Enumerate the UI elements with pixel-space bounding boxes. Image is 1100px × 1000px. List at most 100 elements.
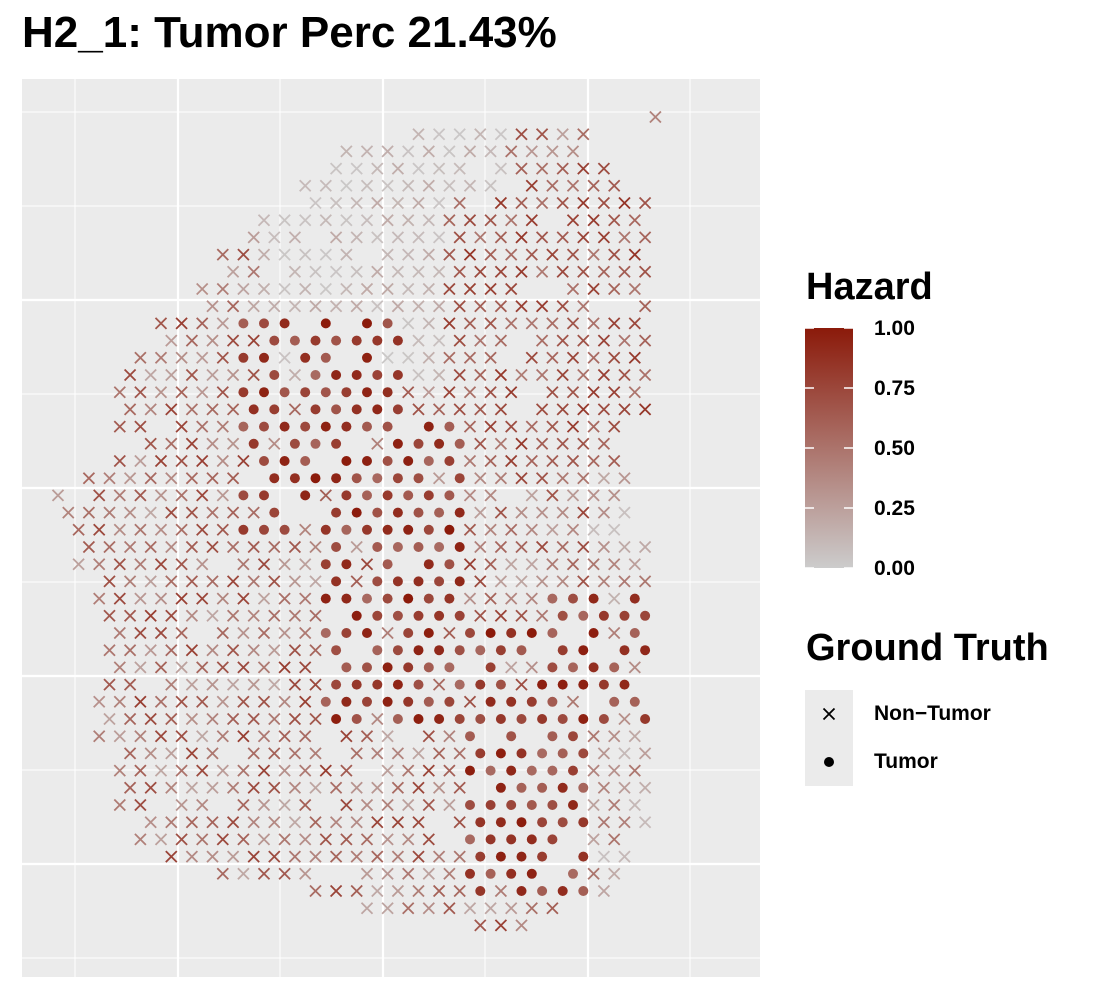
- non-tumor-point: [350, 196, 363, 210]
- non-tumor-point: [618, 231, 631, 244]
- non-tumor-point: [226, 609, 240, 622]
- tumor-point: [537, 748, 548, 759]
- tumor-point: [413, 679, 424, 690]
- tumor-point: [392, 645, 403, 656]
- non-tumor-point: [515, 540, 528, 554]
- non-tumor-point: [494, 609, 508, 622]
- tumor-point: [485, 662, 496, 673]
- non-tumor-point: [463, 558, 477, 571]
- tumor-point: [526, 765, 537, 776]
- non-tumor-point: [206, 506, 219, 519]
- non-tumor-point: [608, 214, 621, 227]
- tumor-point: [506, 696, 517, 707]
- non-tumor-point: [144, 368, 157, 382]
- non-tumor-point: [196, 798, 209, 812]
- non-tumor-point: [422, 317, 435, 330]
- tumor-point: [403, 593, 414, 604]
- non-tumor-point: [165, 816, 178, 829]
- tumor-point: [475, 886, 486, 896]
- non-tumor-point: [525, 214, 538, 227]
- tumor-point: [444, 524, 455, 535]
- non-tumor-point: [597, 850, 611, 863]
- non-tumor-point: [587, 833, 600, 846]
- non-tumor-point: [515, 678, 528, 691]
- non-tumor-point: [381, 626, 394, 640]
- non-tumor-point: [103, 712, 116, 726]
- non-tumor-point: [175, 833, 188, 846]
- non-tumor-point: [165, 609, 178, 622]
- non-tumor-point: [134, 523, 147, 536]
- non-tumor-point: [525, 523, 538, 536]
- non-tumor-point: [175, 764, 188, 777]
- non-tumor-point: [144, 747, 157, 760]
- non-tumor-point: [319, 248, 332, 261]
- non-tumor-point: [237, 695, 250, 708]
- non-tumor-point: [278, 558, 291, 571]
- non-tumor-point: [216, 626, 229, 640]
- non-tumor-point: [257, 282, 271, 296]
- non-tumor-point: [608, 351, 621, 364]
- non-tumor-point: [402, 145, 415, 158]
- tumor-point: [423, 456, 434, 466]
- non-tumor-point: [278, 214, 291, 227]
- non-tumor-point: [154, 558, 168, 571]
- non-tumor-point: [515, 300, 528, 313]
- non-tumor-point: [82, 540, 96, 554]
- non-tumor-point: [608, 523, 621, 536]
- tumor-point: [516, 851, 527, 862]
- non-tumor-point: [144, 609, 157, 622]
- non-tumor-point: [443, 351, 456, 364]
- non-tumor-point: [587, 730, 600, 743]
- tumor-point: [392, 542, 403, 552]
- non-tumor-point: [546, 902, 559, 915]
- non-tumor-point: [288, 368, 302, 382]
- non-tumor-point: [134, 730, 147, 743]
- tumor-point: [547, 593, 558, 604]
- tumor-point: [485, 834, 496, 845]
- non-tumor-point: [165, 506, 178, 519]
- non-tumor-point: [628, 248, 641, 261]
- non-tumor-point: [535, 128, 549, 141]
- non-tumor-point: [309, 540, 322, 554]
- non-tumor-point: [566, 145, 580, 158]
- non-tumor-point: [412, 231, 425, 244]
- non-tumor-point: [577, 128, 590, 141]
- tumor-point: [495, 714, 506, 724]
- non-tumor-point: [113, 730, 126, 743]
- non-tumor-point: [577, 334, 590, 347]
- non-tumor-point: [257, 558, 271, 571]
- non-tumor-point: [608, 798, 621, 812]
- non-tumor-point: [505, 558, 518, 571]
- non-tumor-point: [391, 781, 405, 794]
- tumor-point: [382, 593, 393, 604]
- tumor-point: [238, 318, 249, 329]
- non-tumor-point: [628, 798, 641, 812]
- non-tumor-point: [494, 265, 508, 278]
- tumor-point: [537, 782, 548, 793]
- non-tumor-point: [226, 781, 240, 794]
- tumor-point: [362, 318, 372, 329]
- non-tumor-point: [535, 196, 549, 210]
- non-tumor-point: [402, 282, 415, 296]
- non-tumor-point: [123, 506, 137, 519]
- non-tumor-point: [185, 472, 199, 485]
- tumor-point: [444, 559, 455, 570]
- non-tumor-point: [556, 472, 569, 485]
- non-tumor-point: [638, 575, 652, 588]
- non-tumor-point: [247, 231, 260, 244]
- non-tumor-point: [494, 506, 508, 519]
- non-tumor-point: [278, 351, 291, 364]
- non-tumor-point: [309, 644, 322, 657]
- tumor-point: [629, 696, 640, 707]
- non-tumor-point: [432, 747, 446, 760]
- tumor-point: [320, 696, 331, 707]
- non-tumor-point: [113, 798, 126, 812]
- tumor-point: [578, 645, 589, 656]
- non-tumor-point: [247, 850, 260, 863]
- tumor-point: [372, 473, 383, 484]
- non-tumor-point: [463, 386, 477, 399]
- non-tumor-point: [165, 850, 178, 863]
- non-tumor-point: [103, 540, 116, 554]
- non-tumor-point: [350, 850, 363, 863]
- non-tumor-point: [453, 747, 466, 760]
